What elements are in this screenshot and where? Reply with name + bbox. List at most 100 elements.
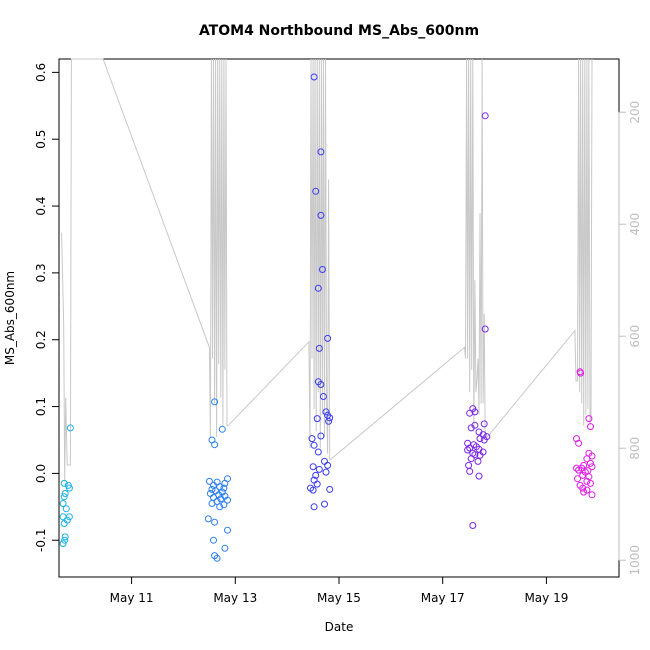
data-point-s2-2 [312,187,320,195]
data-point-s1-3 [211,441,219,449]
data-point-s3-24 [474,457,482,465]
data-point-s0-0 [66,424,74,432]
depth-line-layer [61,58,593,482]
right-depth-axis: 200 400 600 800 1000 [618,101,642,576]
data-point-s1-23 [216,503,224,511]
data-point-s4-13 [588,463,596,471]
data-point-s2-21 [324,461,332,469]
data-point-s3-25 [465,461,473,469]
x-axis-label: Date [325,620,354,634]
chart-title: ATOM4 Northbound MS_Abs_600nm [199,23,479,39]
data-point-s2-3 [317,211,325,219]
data-point-s4-21 [587,479,594,487]
points-layer [59,73,596,562]
data-point-s1-27 [210,536,217,544]
data-point-s0-3 [65,484,73,492]
data-point-s2-23 [315,465,323,473]
data-point-s0-6 [59,500,67,507]
data-point-s4-26 [588,491,596,499]
y2-tick-label-1: 400 [628,213,642,236]
data-point-s2-0 [310,73,318,81]
data-point-s4-5 [575,439,583,447]
data-point-s4-3 [587,423,594,431]
data-point-s0-14 [59,540,67,548]
data-point-s2-12 [322,408,330,416]
data-point-s0-4 [61,490,69,497]
data-point-s2-1 [317,148,325,156]
data-point-s3-23 [467,455,475,463]
x-tick-label-2: May 15 [317,591,361,605]
data-point-s2-31 [310,503,318,511]
data-point-s2-15 [313,415,321,423]
y2-tick-label-4: 1000 [628,545,642,576]
y2-tick-label-0: 200 [628,101,642,124]
data-point-s4-19 [574,475,581,483]
data-point-s3-26 [466,467,474,475]
data-point-s3-7 [471,421,479,429]
data-point-s1-28 [221,544,229,552]
data-point-s3-27 [475,472,483,480]
data-point-s0-13 [61,536,69,544]
data-point-s0-12 [61,533,69,541]
data-point-s2-9 [317,381,325,388]
data-point-s2-4 [318,266,326,273]
data-point-s3-21 [471,451,479,459]
data-point-s1-25 [211,518,219,526]
data-point-s1-7 [221,479,229,487]
data-point-s2-7 [315,344,323,352]
data-point-s1-21 [208,500,216,507]
x-tick-label-4: May 19 [524,591,568,605]
data-point-s2-19 [314,448,322,456]
data-point-s2-14 [325,417,333,425]
x-axis: May 11 May 13 May 15 May 17 May 19 [110,577,568,605]
data-point-s2-24 [312,471,320,479]
data-point-s3-3 [466,409,474,417]
data-point-s2-29 [309,486,317,494]
data-point-s4-1 [577,369,585,377]
data-point-s2-10 [319,393,327,400]
data-point-s4-18 [585,473,593,481]
data-point-s4-8 [583,455,591,463]
y-tick-label-3: 0.2 [34,330,48,349]
data-point-s3-1 [481,325,489,333]
data-point-s1-19 [224,496,231,504]
data-point-s4-2 [585,415,593,423]
data-point-s2-6 [324,334,332,342]
data-point-s4-11 [573,464,580,472]
data-point-s1-17 [210,494,217,501]
plot-frame [58,58,620,578]
data-point-s2-32 [321,500,328,508]
data-point-s2-27 [313,480,321,488]
y2-tick-label-2: 600 [628,325,642,348]
y2-tick-label-3: 800 [628,437,642,460]
y-tick-label-2: 0.1 [34,397,48,416]
y-tick-label-1: 0.0 [34,464,48,483]
data-point-s1-1 [218,425,226,433]
y-tick-label-0: -0.1 [34,529,48,552]
data-point-s1-26 [224,526,231,534]
data-point-s3-5 [480,420,488,428]
data-point-s2-18 [310,441,318,449]
data-point-s2-17 [317,432,325,440]
data-point-s4-20 [583,477,591,485]
data-point-s0-1 [60,479,68,487]
data-point-s4-23 [579,484,587,492]
data-point-s2-30 [326,485,334,493]
data-point-s3-0 [481,112,489,120]
data-point-s1-30 [213,554,221,562]
data-point-s3-15 [466,444,474,452]
data-point-s3-18 [464,446,472,454]
data-point-s2-16 [308,435,316,443]
x-tick-label-1: May 13 [213,591,257,605]
data-point-s2-20 [321,457,328,465]
data-point-s0-11 [60,520,68,527]
data-point-s0-7 [62,505,70,513]
y-axis-label: MS_Abs_600nm [3,271,17,365]
y-tick-label-6: 0.5 [34,130,48,149]
y-tick-label-7: 0.6 [34,63,48,82]
data-point-s1-10 [220,484,228,492]
data-point-s3-28 [469,522,477,529]
data-point-s2-25 [322,468,330,476]
data-point-s1-0 [211,398,219,406]
